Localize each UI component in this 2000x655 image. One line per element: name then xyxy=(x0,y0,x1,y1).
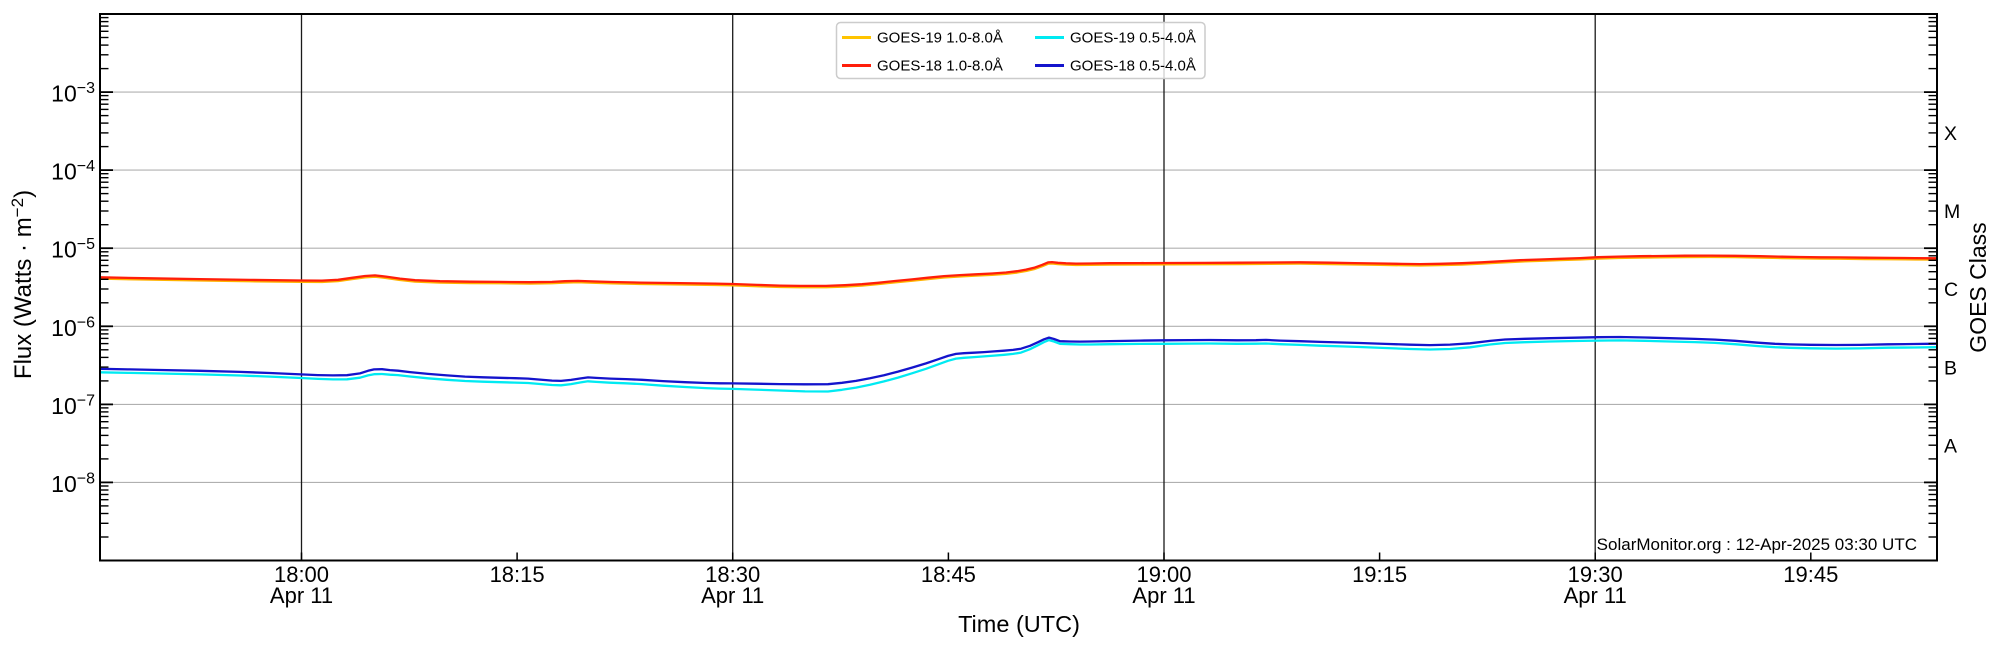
svg-text:B: B xyxy=(1944,357,1957,379)
svg-text:19:45: 19:45 xyxy=(1783,562,1838,587)
svg-text:GOES-19 1.0-8.0Å: GOES-19 1.0-8.0Å xyxy=(877,30,1003,47)
svg-text:M: M xyxy=(1944,201,1960,223)
svg-text:GOES-19 0.5-4.0Å: GOES-19 0.5-4.0Å xyxy=(1070,30,1196,47)
svg-text:18:30: 18:30 xyxy=(705,562,760,587)
svg-text:10−3: 10−3 xyxy=(51,80,95,107)
svg-text:C: C xyxy=(1944,279,1958,301)
svg-text:GOES-18 1.0-8.0Å: GOES-18 1.0-8.0Å xyxy=(877,58,1003,75)
svg-text:GOES Class: GOES Class xyxy=(1965,222,1991,352)
svg-text:Time (UTC): Time (UTC) xyxy=(958,611,1080,637)
svg-text:Apr 11: Apr 11 xyxy=(1564,583,1627,608)
svg-text:10−8: 10−8 xyxy=(51,470,95,497)
svg-text:19:30: 19:30 xyxy=(1568,562,1623,587)
svg-text:X: X xyxy=(1944,123,1957,145)
svg-text:Flux (Watts · m−2): Flux (Watts · m−2) xyxy=(8,190,37,379)
svg-text:A: A xyxy=(1944,435,1957,457)
svg-text:19:00: 19:00 xyxy=(1136,562,1191,587)
svg-text:Apr 11: Apr 11 xyxy=(701,583,764,608)
svg-text:18:15: 18:15 xyxy=(490,562,545,587)
svg-text:Apr 11: Apr 11 xyxy=(1132,583,1195,608)
svg-text:Apr 11: Apr 11 xyxy=(270,583,333,608)
svg-text:18:45: 18:45 xyxy=(921,562,976,587)
svg-text:18:00: 18:00 xyxy=(274,562,329,587)
svg-text:GOES-18 0.5-4.0Å: GOES-18 0.5-4.0Å xyxy=(1070,58,1196,75)
svg-text:SolarMonitor.org : 12-Apr-2025: SolarMonitor.org : 12-Apr-2025 03:30 UTC xyxy=(1597,535,1917,554)
svg-text:19:15: 19:15 xyxy=(1352,562,1407,587)
